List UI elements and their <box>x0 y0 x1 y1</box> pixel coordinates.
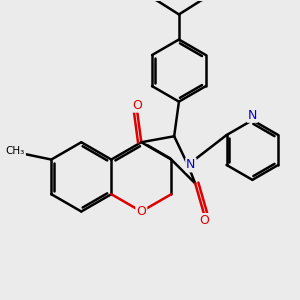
Text: O: O <box>132 99 142 112</box>
Text: O: O <box>136 205 146 218</box>
Text: N: N <box>186 158 196 171</box>
Text: O: O <box>199 214 209 227</box>
Text: CH₃: CH₃ <box>6 146 25 156</box>
Text: N: N <box>248 109 257 122</box>
